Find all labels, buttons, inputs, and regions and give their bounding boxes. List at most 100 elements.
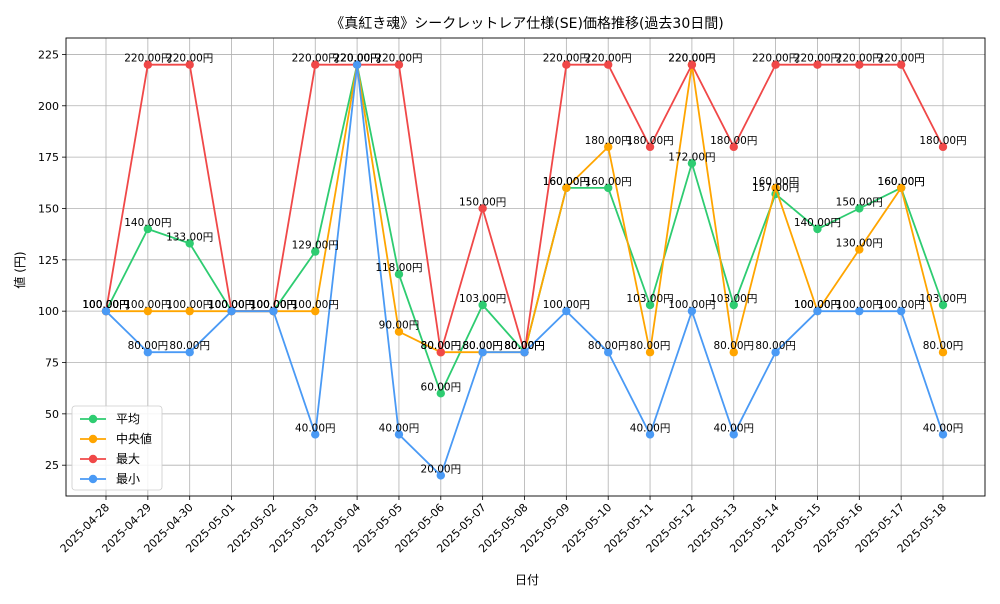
y-tick-label: 25 <box>45 459 59 472</box>
legend-label: 中央値 <box>116 431 152 446</box>
data-label: 220.00円 <box>333 53 380 65</box>
data-point <box>813 60 822 69</box>
data-label: 157.00円 <box>752 182 799 194</box>
y-tick-label: 50 <box>45 408 59 421</box>
data-point <box>185 239 194 248</box>
data-point <box>813 306 822 316</box>
data-point <box>520 348 529 357</box>
data-label: 129.00円 <box>292 240 339 252</box>
data-point <box>478 348 487 357</box>
data-label: 100.00円 <box>82 299 129 311</box>
data-label: 80.00円 <box>169 340 210 352</box>
legend-swatch-marker <box>88 474 98 484</box>
data-point <box>729 348 738 357</box>
data-point <box>227 306 236 316</box>
chart-title: 《真紅き魂》シークレットレア仕様(SE)価格推移(過去30日間) <box>330 16 723 32</box>
data-label: 220.00円 <box>124 53 171 65</box>
data-label: 90.00円 <box>379 320 420 332</box>
data-label: 220.00円 <box>333 53 380 65</box>
data-point <box>436 471 445 480</box>
data-label: 103.00円 <box>459 293 506 305</box>
axes: 2025-04-282025-04-292025-04-302025-05-01… <box>38 37 986 555</box>
plot-frame <box>65 37 986 497</box>
x-axis-label: 日付 <box>515 573 539 587</box>
data-label: 100.00円 <box>82 299 129 311</box>
data-label: 220.00円 <box>333 53 380 65</box>
data-point <box>311 247 320 256</box>
data-label: 80.00円 <box>755 340 796 352</box>
data-point <box>185 60 194 69</box>
data-point <box>436 389 445 398</box>
data-point <box>311 430 320 439</box>
data-point <box>645 430 655 439</box>
data-label: 100.00円 <box>166 299 213 311</box>
data-label: 80.00円 <box>462 340 503 352</box>
data-label: 80.00円 <box>421 340 462 352</box>
data-point <box>896 183 906 193</box>
data-label: 220.00円 <box>878 53 925 65</box>
data-label: 140.00円 <box>124 217 171 229</box>
data-point <box>143 348 153 357</box>
data-label: 20.00円 <box>421 463 462 475</box>
data-label: 80.00円 <box>588 340 629 352</box>
data-point <box>687 306 697 316</box>
data-label: 80.00円 <box>504 340 545 352</box>
y-tick-label: 225 <box>38 48 59 61</box>
data-point <box>687 159 697 168</box>
data-label: 100.00円 <box>82 299 129 311</box>
data-label: 80.00円 <box>128 340 169 352</box>
data-point <box>394 430 404 439</box>
data-label: 220.00円 <box>794 53 841 65</box>
data-label: 220.00円 <box>668 53 715 65</box>
data-point <box>729 430 738 439</box>
data-label: 40.00円 <box>713 422 754 434</box>
data-point <box>311 60 320 69</box>
data-point <box>938 300 948 310</box>
legend-label: 最大 <box>116 452 140 466</box>
data-point <box>311 306 320 316</box>
data-label: 100.00円 <box>208 299 255 311</box>
data-label: 100.00円 <box>794 299 841 311</box>
data-label: 100.00円 <box>836 299 883 311</box>
data-label: 100.00円 <box>208 299 255 311</box>
data-label: 220.00円 <box>333 53 380 65</box>
data-point <box>562 183 571 193</box>
y-axis-label: 値 (円) <box>12 251 27 288</box>
data-label: 80.00円 <box>421 340 462 352</box>
data-label: 160.00円 <box>585 176 632 188</box>
data-point <box>729 300 738 310</box>
data-label: 100.00円 <box>794 299 841 311</box>
data-point <box>855 306 864 316</box>
data-label: 100.00円 <box>250 299 297 311</box>
data-point <box>394 269 404 279</box>
y-tick-label: 175 <box>38 151 59 164</box>
data-point <box>855 60 864 69</box>
legend-swatch-marker <box>88 414 98 424</box>
data-label: 180.00円 <box>919 135 966 147</box>
data-label: 100.00円 <box>668 299 715 311</box>
data-point <box>687 60 697 69</box>
data-point <box>562 306 571 316</box>
y-tick-label: 125 <box>38 254 59 267</box>
data-point <box>436 348 445 357</box>
y-tick-label: 100 <box>38 305 59 318</box>
data-point <box>813 224 822 234</box>
data-label: 100.00円 <box>208 299 255 311</box>
data-label: 60.00円 <box>421 381 462 393</box>
data-label: 172.00円 <box>668 151 715 163</box>
data-label: 140.00円 <box>794 217 841 229</box>
data-label: 220.00円 <box>292 53 339 65</box>
data-point <box>938 430 948 439</box>
data-point <box>645 142 655 152</box>
y-tick-label: 75 <box>45 357 59 370</box>
data-point <box>143 224 153 234</box>
data-point <box>604 183 613 193</box>
data-point <box>771 183 780 193</box>
data-label: 40.00円 <box>630 422 671 434</box>
data-label: 150.00円 <box>459 196 506 208</box>
data-point <box>938 142 948 152</box>
data-point <box>352 60 362 69</box>
